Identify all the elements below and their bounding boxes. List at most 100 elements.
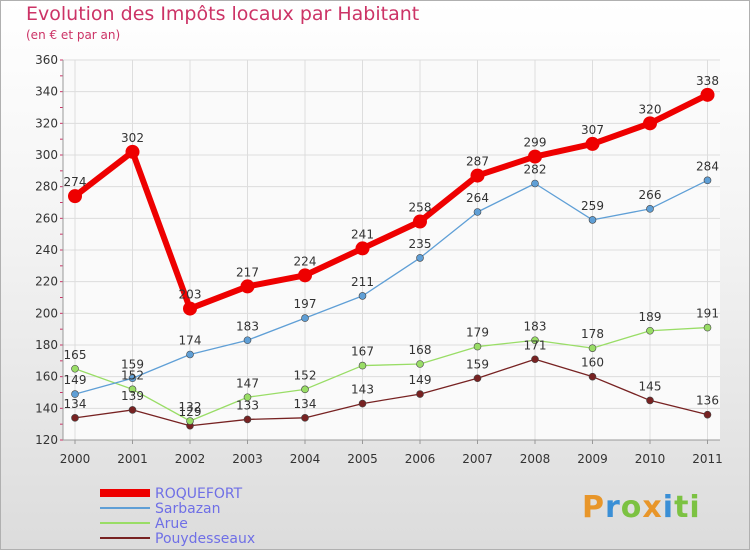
- logo-letter: r: [605, 490, 621, 525]
- x-tick-label: 2004: [290, 452, 321, 466]
- data-point-sarbazan: [416, 254, 424, 262]
- data-label-arue: 132: [179, 400, 202, 414]
- data-point-sarbazan: [646, 205, 654, 213]
- y-tick-label: 300: [35, 148, 58, 162]
- data-point-pouydesseaux: [243, 415, 252, 424]
- legend-label: Arue: [155, 516, 188, 532]
- data-point-pouydesseaux: [358, 399, 367, 408]
- legend-label: Pouydesseaux: [155, 531, 255, 547]
- x-tick-label: 2000: [60, 452, 91, 466]
- series-line-arue: [74, 326, 708, 422]
- data-label-sarbazan: 282: [524, 163, 547, 177]
- logo-letter: P: [582, 490, 605, 525]
- data-label-arue: 167: [351, 345, 374, 359]
- data-label-arue: 179: [466, 326, 489, 340]
- y-tick-label: 360: [35, 53, 58, 67]
- data-label-pouydesseaux: 134: [294, 397, 317, 411]
- x-tick-label: 2005: [347, 452, 378, 466]
- y-tick-label: 220: [35, 275, 58, 289]
- legend-label: Sarbazan: [155, 501, 221, 517]
- x-tick-label: 2010: [635, 452, 666, 466]
- data-label-pouydesseaux: 160: [581, 356, 604, 370]
- x-tick-label: 2001: [117, 452, 148, 466]
- data-point-sarbazan: [301, 314, 309, 322]
- data-label-sarbazan: 159: [121, 357, 144, 371]
- data-label-pouydesseaux: 145: [639, 379, 662, 393]
- data-point-roquefort: [470, 168, 485, 183]
- x-tick-label: 2007: [462, 452, 493, 466]
- data-label-arue: 147: [236, 376, 259, 390]
- data-point-arue: [473, 342, 482, 351]
- y-tick-label: 120: [35, 433, 58, 447]
- data-label-arue: 178: [581, 327, 604, 341]
- data-point-arue: [646, 326, 654, 335]
- data-point-roquefort: [125, 144, 140, 159]
- data-point-roquefort: [240, 279, 255, 294]
- x-tick-label: 2006: [405, 452, 436, 466]
- series-line-pouydesseaux: [74, 358, 708, 427]
- data-label-pouydesseaux: 159: [466, 357, 489, 371]
- data-point-pouydesseaux: [703, 410, 712, 419]
- y-tick-label: 180: [35, 338, 58, 352]
- x-tick-label: 2008: [520, 452, 551, 466]
- data-label-arue: 152: [294, 368, 317, 382]
- data-point-pouydesseaux: [588, 372, 597, 381]
- logo-letter: i: [662, 490, 675, 525]
- data-point-sarbazan: [703, 176, 712, 185]
- y-tick-label: 160: [35, 370, 58, 384]
- data-label-arue: 189: [639, 310, 662, 324]
- logo-letter: i: [689, 490, 701, 525]
- data-point-sarbazan: [71, 390, 79, 398]
- data-label-arue: 183: [524, 319, 547, 333]
- x-tick-label: 2011: [692, 452, 723, 466]
- data-point-roquefort: [413, 214, 427, 229]
- data-point-arue: [531, 336, 539, 345]
- data-point-pouydesseaux: [416, 390, 424, 398]
- data-label-arue: 165: [64, 348, 87, 362]
- data-point-roquefort: [585, 136, 600, 151]
- data-point-sarbazan: [358, 292, 367, 300]
- y-tick-label: 280: [35, 180, 58, 194]
- y-tick-label: 240: [35, 243, 58, 257]
- data-label-pouydesseaux: 139: [121, 389, 144, 403]
- data-point-arue: [416, 360, 424, 368]
- logo-letter: o: [620, 490, 643, 525]
- x-tick-label: 2003: [232, 452, 263, 466]
- x-tick-label: 2002: [175, 452, 206, 466]
- logo-letter: x: [642, 490, 663, 525]
- data-point-sarbazan: [243, 336, 252, 345]
- data-label-roquefort: 302: [121, 131, 144, 145]
- data-point-roquefort: [528, 149, 542, 164]
- y-tick-label: 320: [35, 116, 58, 130]
- data-point-arue: [71, 364, 79, 373]
- y-tick-label: 140: [35, 401, 58, 415]
- data-point-roquefort: [355, 241, 370, 256]
- data-label-arue: 191: [696, 307, 719, 321]
- data-label-pouydesseaux: 136: [696, 394, 719, 408]
- data-label-roquefort: 224: [294, 254, 317, 268]
- data-point-sarbazan: [186, 350, 194, 359]
- data-label-sarbazan: 149: [64, 373, 87, 387]
- series-line-sarbazan: [74, 179, 708, 395]
- data-label-roquefort: 203: [179, 288, 202, 302]
- data-label-roquefort: 299: [524, 136, 547, 150]
- data-label-pouydesseaux: 143: [351, 383, 374, 397]
- data-point-roquefort: [643, 116, 657, 131]
- data-label-sarbazan: 211: [351, 275, 374, 289]
- data-point-pouydesseaux: [301, 414, 309, 422]
- data-point-roquefort: [68, 189, 82, 204]
- logo-letter: t: [674, 490, 690, 525]
- data-label-sarbazan: 174: [179, 334, 202, 348]
- y-tick-label: 340: [35, 85, 58, 99]
- data-point-roquefort: [183, 301, 197, 316]
- chart-title: Evolution des Impôts locaux par Habitant: [26, 3, 420, 25]
- data-point-pouydesseaux: [531, 355, 539, 364]
- data-label-pouydesseaux: 133: [236, 398, 259, 412]
- data-label-pouydesseaux: 149: [409, 373, 432, 387]
- data-label-roquefort: 274: [64, 175, 87, 189]
- data-point-arue: [358, 361, 367, 370]
- data-point-sarbazan: [531, 179, 539, 188]
- legend-label: ROQUEFORT: [155, 486, 243, 502]
- data-label-sarbazan: 197: [294, 297, 317, 311]
